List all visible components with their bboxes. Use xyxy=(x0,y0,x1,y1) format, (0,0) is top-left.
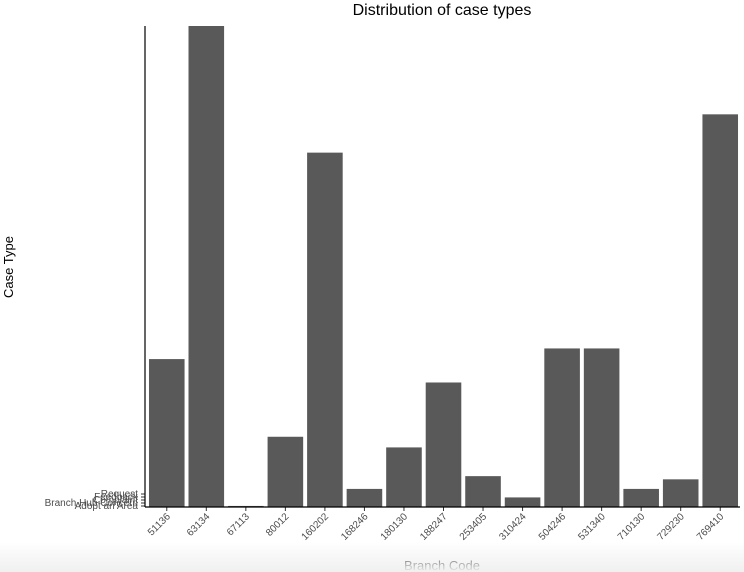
y-tick-label: Adopt an Area xyxy=(75,501,139,512)
chart-title: Distribution of case types xyxy=(353,2,532,19)
x-tick-label: 51136 xyxy=(146,511,173,538)
bar-504246 xyxy=(544,348,580,507)
x-tick-label: 710130 xyxy=(616,511,648,543)
x-tick-label: 63134 xyxy=(185,511,213,539)
bar-51136 xyxy=(148,359,185,507)
bar-710130 xyxy=(623,488,659,507)
bar-180130 xyxy=(386,447,422,507)
bar-769410 xyxy=(702,114,739,507)
x-tick-label: 253405 xyxy=(458,511,490,543)
bar-531340 xyxy=(583,348,620,507)
bar-188247 xyxy=(425,382,462,507)
x-tick-label: 160202 xyxy=(300,511,332,543)
x-tick-label: 531340 xyxy=(576,511,608,543)
x-axis-ticks: 51136 63134 67113 80012 160202 168246 180130 18… xyxy=(146,507,727,543)
y-axis-title: Case Type xyxy=(1,236,16,298)
bar-80012 xyxy=(267,436,304,507)
bar-168246 xyxy=(346,488,383,507)
x-tick-label: 769410 xyxy=(695,511,727,543)
x-tick-label: 180130 xyxy=(379,511,411,543)
x-tick-label: 80012 xyxy=(264,511,292,539)
y-tick-label: Request xyxy=(101,489,138,500)
y-tick-label: Branch Hub Concern xyxy=(45,498,138,509)
x-tick-label: 504246 xyxy=(537,511,569,543)
x-tick-label: 67113 xyxy=(225,511,252,538)
x-tick-label: 729230 xyxy=(655,511,687,543)
bar-253405 xyxy=(465,476,501,507)
y-tick-label: Feedback xyxy=(94,492,139,503)
bar-160202 xyxy=(307,152,343,507)
bars xyxy=(148,26,739,507)
x-axis-title: Branch Code xyxy=(404,558,480,572)
bar-310424 xyxy=(504,497,541,507)
y-tick-label: Complaint xyxy=(93,495,138,506)
x-tick-label: 310424 xyxy=(497,511,529,543)
bar-63134 xyxy=(188,26,225,507)
x-tick-label: 168246 xyxy=(339,511,371,543)
bar-729230 xyxy=(662,479,699,507)
x-tick-label: 188247 xyxy=(418,511,450,543)
